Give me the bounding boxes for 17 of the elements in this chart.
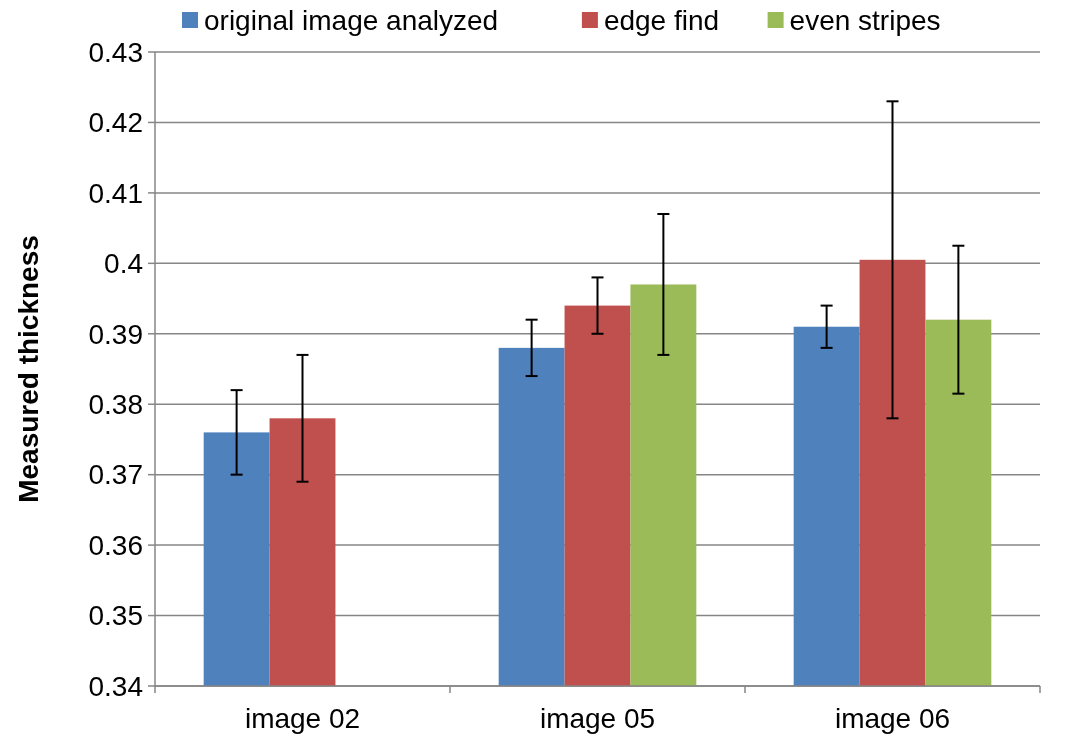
y-tick-label: 0.36	[88, 529, 143, 561]
legend-label: original image analyzed	[204, 4, 499, 36]
y-tick-label: 0.41	[88, 177, 143, 209]
x-tick-label: image 05	[539, 703, 656, 734]
legend-label: even stripes	[789, 4, 941, 36]
legend-label: edge find	[603, 4, 720, 36]
y-tick-label: 0.42	[88, 107, 143, 139]
y-tick-label: 0.39	[88, 318, 143, 350]
y-tick-label: 0.35	[88, 600, 143, 632]
y-tick-label: 0.43	[88, 36, 143, 68]
y-tick-label: 0.34	[88, 670, 143, 702]
y-tick-label: 0.37	[88, 459, 143, 491]
y-tick-label: 0.38	[88, 389, 143, 421]
y-axis-title: Measured thickness	[13, 235, 44, 503]
x-tick-label: image 06	[834, 703, 951, 734]
x-tick-label: image 02	[244, 703, 361, 734]
y-tick-label: 0.4	[104, 248, 143, 280]
